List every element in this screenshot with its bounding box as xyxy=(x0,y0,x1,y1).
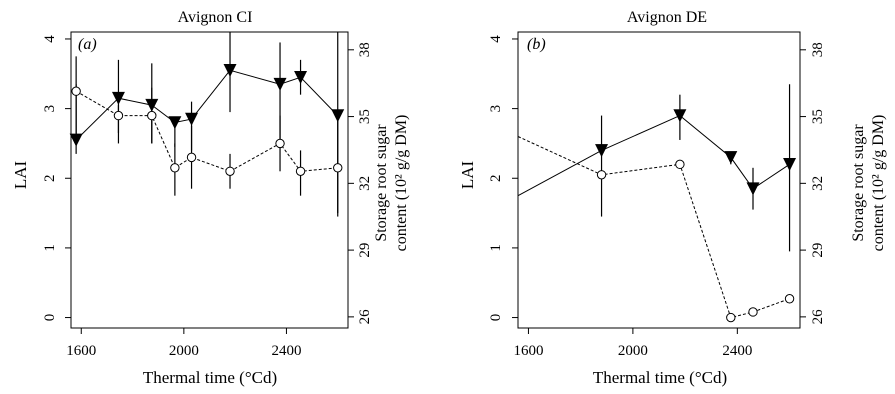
panel-a-x-axis-label: Thermal time (°Cd) xyxy=(143,368,277,387)
panel-b-circle-point xyxy=(726,312,736,323)
panel-b-triangle-point xyxy=(673,109,687,123)
panel-b-right-axis-label-line1: Storage root sugar xyxy=(850,124,867,242)
panel-a-x-tick-label: 1600 xyxy=(66,343,96,359)
panel-a-x-tick-label: 2000 xyxy=(169,343,199,359)
panel-b-circle-point xyxy=(596,170,607,180)
panel-a-circle-point xyxy=(295,166,306,176)
panel-b-y-tick-label: 3 xyxy=(488,105,504,113)
panel-a-right-y-tick-label: 26 xyxy=(357,309,373,325)
panel-b-triangle-series-line xyxy=(517,115,790,197)
panel-b-y-axis-label: LAI xyxy=(458,161,477,190)
panel-b-right-y-tick-label: 29 xyxy=(810,243,826,258)
panel-a-label: (a) xyxy=(78,36,97,53)
panel-b-triangle-point xyxy=(783,158,797,172)
panel-b-x-axis-label: Thermal time (°Cd) xyxy=(593,368,727,387)
panel-a-triangle-point xyxy=(331,109,345,123)
panel-a-circle-point xyxy=(170,163,180,173)
panel-a-y-tick-label: 0 xyxy=(42,314,58,322)
panel-b-right-y-tick-label: 26 xyxy=(810,309,826,325)
panel-a-triangle-point xyxy=(223,64,237,77)
panel-b-y-tick-label: 1 xyxy=(488,244,504,252)
panel-b-x-tick-label: 2400 xyxy=(722,343,752,359)
panel-a-circle-point xyxy=(225,166,235,176)
panel-a-y-tick-label: 2 xyxy=(42,175,58,183)
panel-a-circle-point xyxy=(186,152,197,163)
panel-a-triangle-point xyxy=(185,112,199,126)
panel-b-right-y-tick-label: 38 xyxy=(810,42,826,57)
panel-a-circle-point xyxy=(71,86,81,96)
panel-a-title: Avignon CI xyxy=(178,9,253,26)
panel-b-x-tick-label: 1600 xyxy=(513,343,543,359)
panel-a-triangle-point xyxy=(273,77,287,91)
panel-b-y-tick-label: 2 xyxy=(488,175,504,183)
panel-a-circle-series-line xyxy=(75,90,338,172)
panel-b-plot-frame xyxy=(517,31,801,329)
panel-b-triangle-point xyxy=(724,151,738,165)
panel-a-right-axis-label-line1: Storage root sugar xyxy=(373,124,390,242)
panel-b-y-tick-label: 0 xyxy=(488,314,504,322)
panel-a-triangle-series-line xyxy=(75,69,339,141)
panel-a-right-y-tick-label: 32 xyxy=(357,176,373,191)
panel-a-x-tick-label: 2400 xyxy=(271,343,301,359)
panel-a-y-tick-label: 4 xyxy=(42,35,58,43)
panel-a-circle-point xyxy=(333,163,343,173)
panel-b-circle-point xyxy=(748,307,758,317)
panel-b-x-tick-label: 2000 xyxy=(618,343,648,359)
panel-a-y-tick-label: 1 xyxy=(42,244,58,252)
panel-b-triangle-point xyxy=(595,144,609,158)
panel-b-right-y-tick-label: 32 xyxy=(810,176,826,191)
panel-b-title: Avignon DE xyxy=(627,9,707,26)
panel-b-right-y-tick-label: 35 xyxy=(810,109,826,124)
panel-a-circle-point xyxy=(147,110,157,121)
panel-b-right-axis-label-line2: content (10² g/g DM) xyxy=(870,115,887,252)
panel-a-circle-point xyxy=(275,138,285,149)
panel-a-right-y-tick-label: 35 xyxy=(357,109,373,124)
panel-a-y-tick-label: 3 xyxy=(42,105,58,113)
panel-b-circle-point xyxy=(675,159,685,170)
panel-a-plot-frame xyxy=(70,31,349,329)
panel-a-triangle-point xyxy=(111,91,125,105)
panel-b-circle-point xyxy=(784,294,795,304)
panel-a-triangle-point xyxy=(294,70,308,84)
panel-a-triangle-point xyxy=(168,116,182,130)
panel-b-circle-series-line xyxy=(517,136,790,319)
panel-a-y-axis-label: LAI xyxy=(11,161,30,190)
panel-b-label: (b) xyxy=(527,36,546,53)
panel-a-right-axis-label-line2: content (10² g/g DM) xyxy=(393,115,410,252)
panel-b-triangle-point xyxy=(746,182,760,196)
panel-a-circle-point xyxy=(113,110,124,121)
panel-a-right-y-tick-label: 38 xyxy=(357,42,373,57)
panel-b-y-tick-label: 4 xyxy=(488,35,504,43)
panel-a-right-y-tick-label: 29 xyxy=(357,243,373,258)
